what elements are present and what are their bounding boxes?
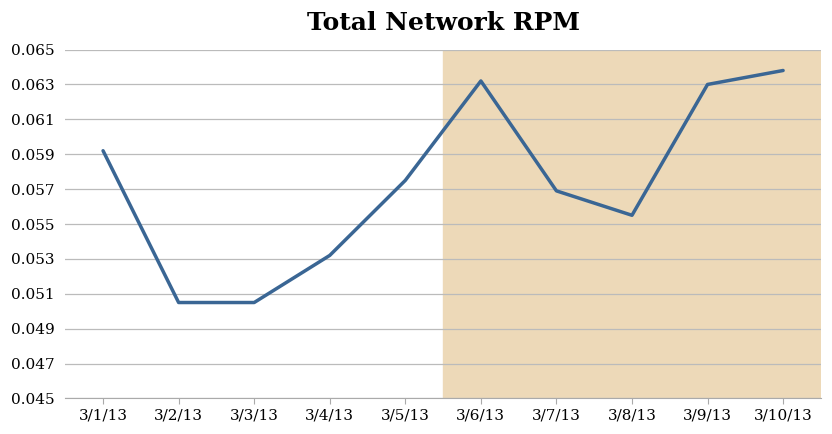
Title: Total Network RPM: Total Network RPM [306, 11, 580, 35]
Bar [443, 49, 821, 398]
